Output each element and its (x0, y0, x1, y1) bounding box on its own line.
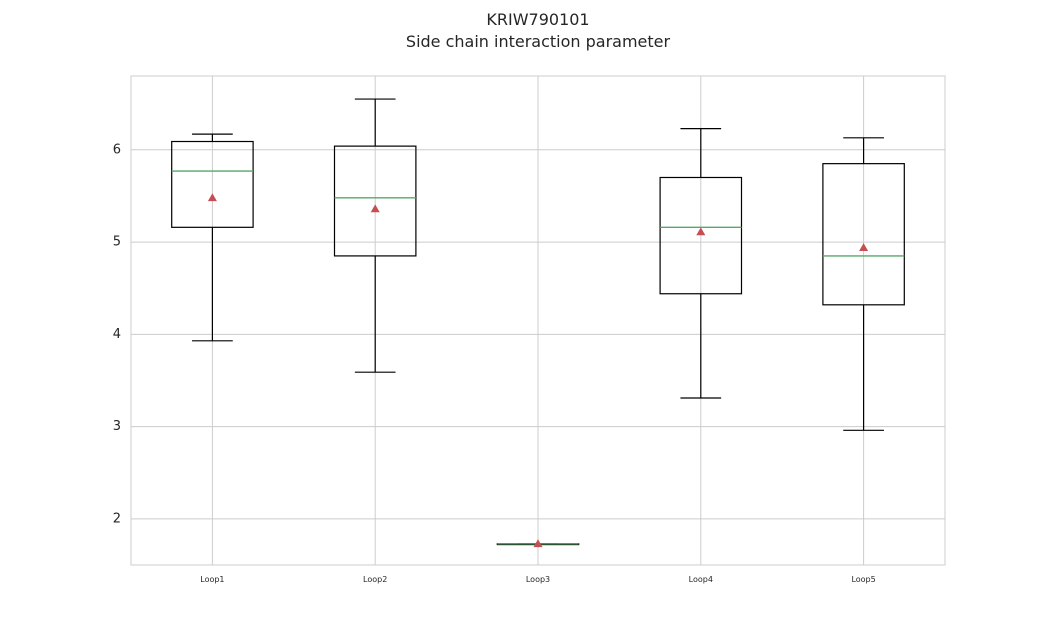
mean-marker (207, 193, 217, 202)
mean-marker (859, 243, 869, 251)
y-tick-label: 6 (113, 142, 121, 157)
box-iqr (333, 145, 417, 257)
y-tick-label: 3 (113, 419, 121, 434)
x-tick-label: Loop2 (363, 575, 387, 584)
mean-marker (533, 539, 543, 548)
y-tick-label: 2 (113, 511, 121, 526)
x-tick-label: Loop4 (689, 575, 713, 584)
box-group (496, 539, 580, 548)
mean-marker (696, 227, 706, 236)
y-tick-label: 5 (113, 235, 121, 250)
box-iqr (659, 176, 743, 295)
x-tick-label: Loop5 (851, 575, 875, 584)
chart-subtitle: Side chain interaction parameter (406, 32, 671, 51)
chart-title: KRIW790101 (486, 10, 589, 29)
box-group (822, 137, 905, 431)
y-tick-label: 4 (113, 327, 121, 342)
tick-layer: 2 3 4 5 6 Loop1 Loop2 Loop3 Loop4 Loop5 (113, 142, 876, 584)
x-tick-label: Loop3 (526, 575, 550, 584)
plot-frame (130, 75, 946, 566)
box-group (333, 98, 417, 373)
box-group (659, 127, 743, 399)
mean-marker (370, 204, 380, 213)
box-iqr (822, 163, 905, 306)
box-layer (171, 98, 905, 548)
box-iqr (171, 140, 254, 228)
x-tick-label: Loop1 (200, 575, 224, 584)
box-group (171, 133, 254, 342)
